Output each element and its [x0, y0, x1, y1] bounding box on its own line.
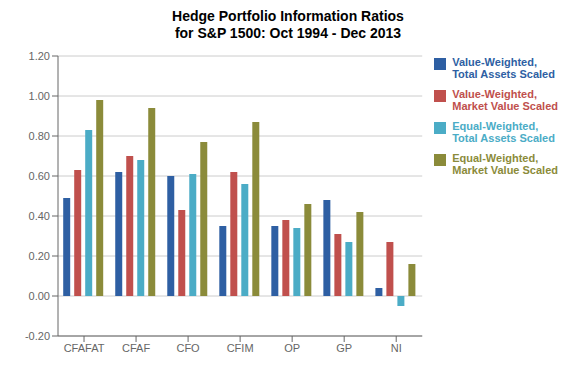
svg-text:0.00: 0.00 — [29, 290, 50, 302]
svg-text:-0.20: -0.20 — [25, 330, 50, 342]
html-text:Value-Weighted, Total Assets S: Value-Weighted, Total Assets Scaled — [452, 56, 555, 80]
svg-text:GP: GP — [336, 342, 352, 354]
svg-text:CFO: CFO — [176, 342, 200, 354]
svg-text:CFIM: CFIM — [227, 342, 254, 354]
svg-text:0.40: 0.40 — [29, 210, 50, 222]
svg-text:0.60: 0.60 — [29, 170, 50, 182]
svg-text:0.80: 0.80 — [29, 130, 50, 142]
svg-text:0.20: 0.20 — [29, 250, 50, 262]
html-text:Hedge Portfolio Information Ra: Hedge Portfolio Information Ratios — [172, 8, 404, 24]
svg-text:CFAF: CFAF — [122, 342, 150, 354]
svg-text:CFAFAT: CFAFAT — [64, 342, 105, 354]
html-text:Equal-Weighted, Market Value S: Equal-Weighted, Market Value Scaled — [452, 152, 558, 176]
svg-text:OP: OP — [284, 342, 300, 354]
svg-text:NI: NI — [391, 342, 402, 354]
svg-text:1.00: 1.00 — [29, 90, 50, 102]
html-text:for S&P 1500: Oct 1994 - Dec 2: for S&P 1500: Oct 1994 - Dec 2013 — [174, 25, 402, 41]
html-text:Equal-Weighted, Total Assets S: Equal-Weighted, Total Assets Scaled — [452, 120, 555, 144]
html-text:Value-Weighted, Market Value S: Value-Weighted, Market Value Scaled — [452, 88, 558, 112]
svg-text:1.20: 1.20 — [29, 50, 50, 62]
